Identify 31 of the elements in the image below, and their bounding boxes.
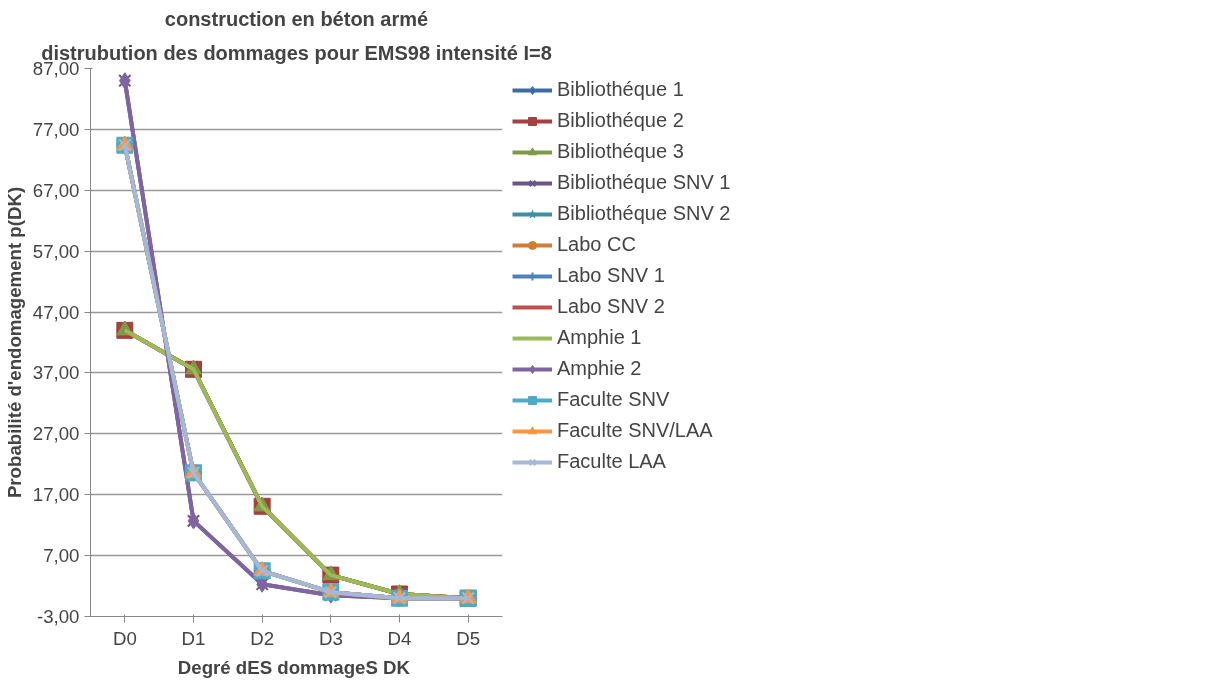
y-tick-label: 37,00 xyxy=(32,362,80,384)
y-tick-label: 27,00 xyxy=(32,423,80,445)
chart-title: construction en béton armé xyxy=(164,7,429,30)
y-tick-label: 7,00 xyxy=(43,545,80,567)
y-tick-label: 47,00 xyxy=(32,301,80,323)
legend-label: Labo SNV 1 xyxy=(557,264,665,287)
legend-label: Bibliothéque 2 xyxy=(557,109,684,132)
x-tick-label: D5 xyxy=(456,627,481,649)
y-tick-label: -3,00 xyxy=(36,606,80,627)
legend-label: Faculte SNV xyxy=(557,388,670,411)
legend-label: Amphie 1 xyxy=(557,326,642,349)
x-tick-label: D3 xyxy=(318,627,343,649)
x-axis-title: Degré dES dommageS DK xyxy=(177,656,411,678)
legend-label: Labo CC xyxy=(557,233,636,256)
x-tick-label: D4 xyxy=(387,627,412,649)
x-tick-label: D2 xyxy=(250,627,275,649)
y-tick-label: 57,00 xyxy=(32,240,80,262)
y-axis-title: Probabilité d'endomagement p(DK) xyxy=(3,186,25,499)
legend-label: Bibliothéque SNV 1 xyxy=(557,171,731,194)
y-tick-label: 17,00 xyxy=(32,484,80,506)
legend-label: Bibliothéque 1 xyxy=(557,78,684,101)
legend-label: Faculte LAA xyxy=(557,450,666,473)
x-tick-label: D0 xyxy=(112,627,137,649)
legend-label: Amphie 2 xyxy=(557,357,642,380)
y-tick-label: 77,00 xyxy=(32,118,80,140)
legend-label: Faculte SNV/LAA xyxy=(557,419,713,442)
legend-label: Bibliothéque SNV 2 xyxy=(557,202,731,225)
legend-label: Bibliothéque 3 xyxy=(557,140,684,163)
y-tick-label: 67,00 xyxy=(32,179,80,201)
x-tick-label: D1 xyxy=(181,627,206,649)
legend-label: Labo SNV 2 xyxy=(557,295,665,318)
